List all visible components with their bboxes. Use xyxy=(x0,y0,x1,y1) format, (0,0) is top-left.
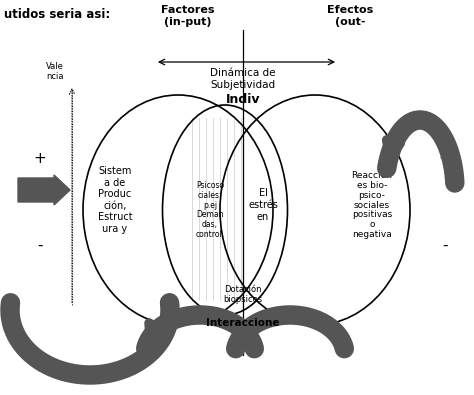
Text: +: + xyxy=(438,150,451,166)
Text: Reaccion
es bio-
psico-
sociales
positivas
o
negativa: Reaccion es bio- psico- sociales positiv… xyxy=(352,171,392,239)
Text: -: - xyxy=(442,237,448,252)
Text: Sistem
a de
Produc
ción,
Estruct
ura y: Sistem a de Produc ción, Estruct ura y xyxy=(98,166,132,234)
Text: Dinámica de
Subjetividad: Dinámica de Subjetividad xyxy=(210,68,276,90)
Text: utidos seria asi:: utidos seria asi: xyxy=(4,8,110,21)
Text: El
estrés
en: El estrés en xyxy=(248,188,278,222)
Text: Factores
(in-put): Factores (in-put) xyxy=(161,5,215,26)
Text: Efectos
(out-: Efectos (out- xyxy=(327,5,373,26)
Text: +: + xyxy=(34,150,46,166)
Text: Vale
ncia: Vale ncia xyxy=(46,62,64,81)
Text: Indiv: Indiv xyxy=(226,93,260,106)
Text: Interaccione: Interaccione xyxy=(206,318,280,328)
Text: Psicoso
ciales:
p.ej
Deman
das,
control,: Psicoso ciales: p.ej Deman das, control, xyxy=(195,181,225,239)
FancyArrow shape xyxy=(18,175,70,205)
Text: Dotación
biopsicos: Dotación biopsicos xyxy=(223,285,263,305)
Text: -: - xyxy=(37,237,43,252)
